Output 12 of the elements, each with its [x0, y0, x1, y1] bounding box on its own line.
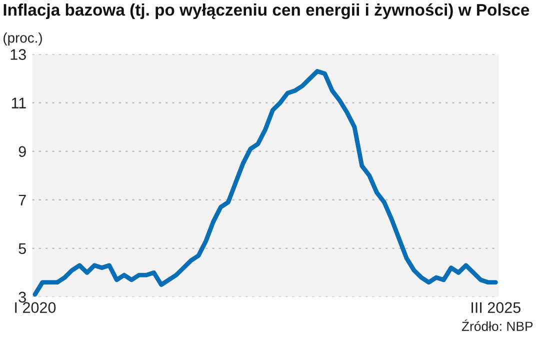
y-tick-label: 13: [10, 49, 26, 60]
y-tick-label: 7: [18, 194, 26, 206]
y-tick-label: 11: [12, 98, 26, 108]
y-tick-label: 3: [18, 292, 26, 303]
text: Źródło: NBP: [462, 319, 533, 332]
y-tick-label: 5: [18, 243, 26, 254]
chart-title: Inflacja bazowa (tj. po wyłączeniu cen energii i żywności) w Polsce: [4, 3, 530, 20]
chart-subtitle: (proc.): [4, 32, 42, 46]
y-tick-label: 9: [18, 146, 26, 157]
x-tick-label: III 2025: [472, 302, 520, 313]
x-tick-label: I 2020: [15, 302, 56, 313]
line-series: [32, 69, 498, 297]
